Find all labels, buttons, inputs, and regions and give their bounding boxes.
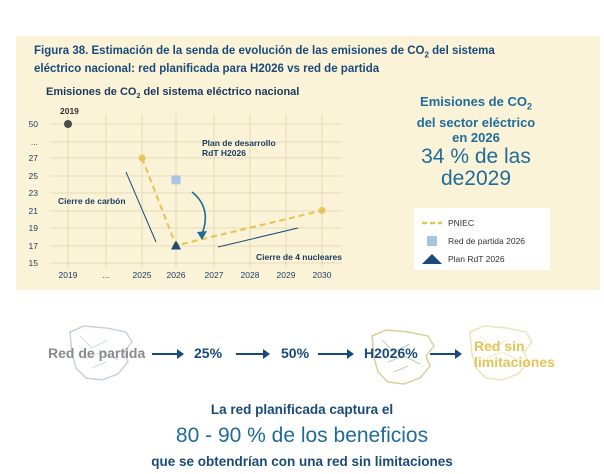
emissions-summary-heading: Emisiones de CO2 del sector eléctrico en… (416, 94, 536, 145)
conclusion-line-3: que se obtendrían con una red sin limita… (151, 454, 453, 469)
point-plan-rdt (171, 240, 181, 250)
reduction-arrow-icon (191, 191, 207, 235)
conclusion-line-1: La red planificada captura el (210, 402, 394, 417)
legend-item-red-partida: Red de partida 2026 (422, 236, 525, 246)
legend-item-pniec: PNIEC (422, 218, 474, 228)
x-tick-label: 2025 (133, 270, 152, 280)
trend-guide-lines (125, 171, 299, 248)
flow-step-50: 50% (281, 345, 310, 361)
point-pniec (138, 154, 146, 162)
carbon-closure-guide (125, 171, 157, 243)
reduction-arrowhead-icon (197, 231, 207, 240)
nuclear-closure-guide (217, 227, 299, 248)
chart-grid (50, 114, 342, 268)
flow-arrow-icon (152, 349, 184, 359)
legend-item-plan-rdt: Plan RdT 2026 (422, 254, 505, 264)
flow-end-label: Red sin limitaciones (474, 338, 555, 370)
x-tick-label: 2028 (241, 270, 260, 280)
annotation-cierre-carbon: Cierre de carbón (58, 196, 126, 206)
y-tick-label: 17 (29, 241, 39, 251)
flow-step-25: 25% (194, 345, 223, 361)
chart-series: 2019 (60, 106, 326, 250)
y-tick-label: 15 (29, 258, 39, 268)
point-2019 (64, 120, 72, 128)
flow-step-h2026: H2026% (364, 345, 418, 361)
x-tick-label: 2029 (277, 270, 296, 280)
x-tick-labels: 2019... 2025 2026 2027 2028 2029 2030 (59, 270, 332, 280)
x-tick-label: 2027 (205, 270, 224, 280)
y-tick-label: 23 (29, 188, 39, 198)
x-tick-label: 2030 (313, 270, 332, 280)
y-tick-labels: 50... 27 25 23 21 19 17 15 (29, 119, 39, 268)
annotation-plan-desarrollo: Plan de desarrollo (202, 138, 276, 148)
y-tick-label: 27 (29, 153, 39, 163)
y-tick-label: ... (31, 137, 38, 147)
flow-arrow-icon (430, 349, 462, 359)
point-pniec (318, 207, 326, 214)
y-tick-label: 21 (29, 206, 39, 216)
x-tick-label: 2019 (59, 270, 78, 280)
spain-map-icon (371, 329, 435, 385)
flow-arrow-icon (318, 349, 354, 359)
y-tick-label: 25 (29, 171, 39, 181)
point-red-partida (171, 175, 181, 185)
spain-map-icon (69, 325, 133, 381)
spain-map-icon (469, 325, 533, 381)
x-tick-label: 2026 (167, 270, 186, 280)
flow-arrow-icon (236, 349, 270, 359)
annotation-plan-desarrollo-2: RdT H2026 (202, 148, 246, 158)
series-line-pniec (140, 157, 323, 247)
emissions-summary-value: 34 % de las de2029 (421, 145, 531, 190)
annotation-cierre-nucleares: Cierre de 4 nucleares (256, 252, 342, 262)
y-tick-label: 50 (29, 119, 39, 129)
y-tick-label: 19 (29, 223, 39, 233)
chart-legend: PNIEC Red de partida 2026 Plan RdT 2026 (414, 208, 550, 270)
point-2019-label: 2019 (60, 106, 79, 116)
flow-start-label: Red de partida (48, 345, 146, 361)
x-tick-label: ... (102, 270, 109, 280)
chart-title: Emisiones de CO2 del sistema eléctrico n… (46, 86, 300, 101)
conclusion-line-2: 80 - 90 % de los beneficios (175, 424, 429, 447)
figure-title: Figura 38. Estimación de la senda de evo… (34, 45, 495, 76)
